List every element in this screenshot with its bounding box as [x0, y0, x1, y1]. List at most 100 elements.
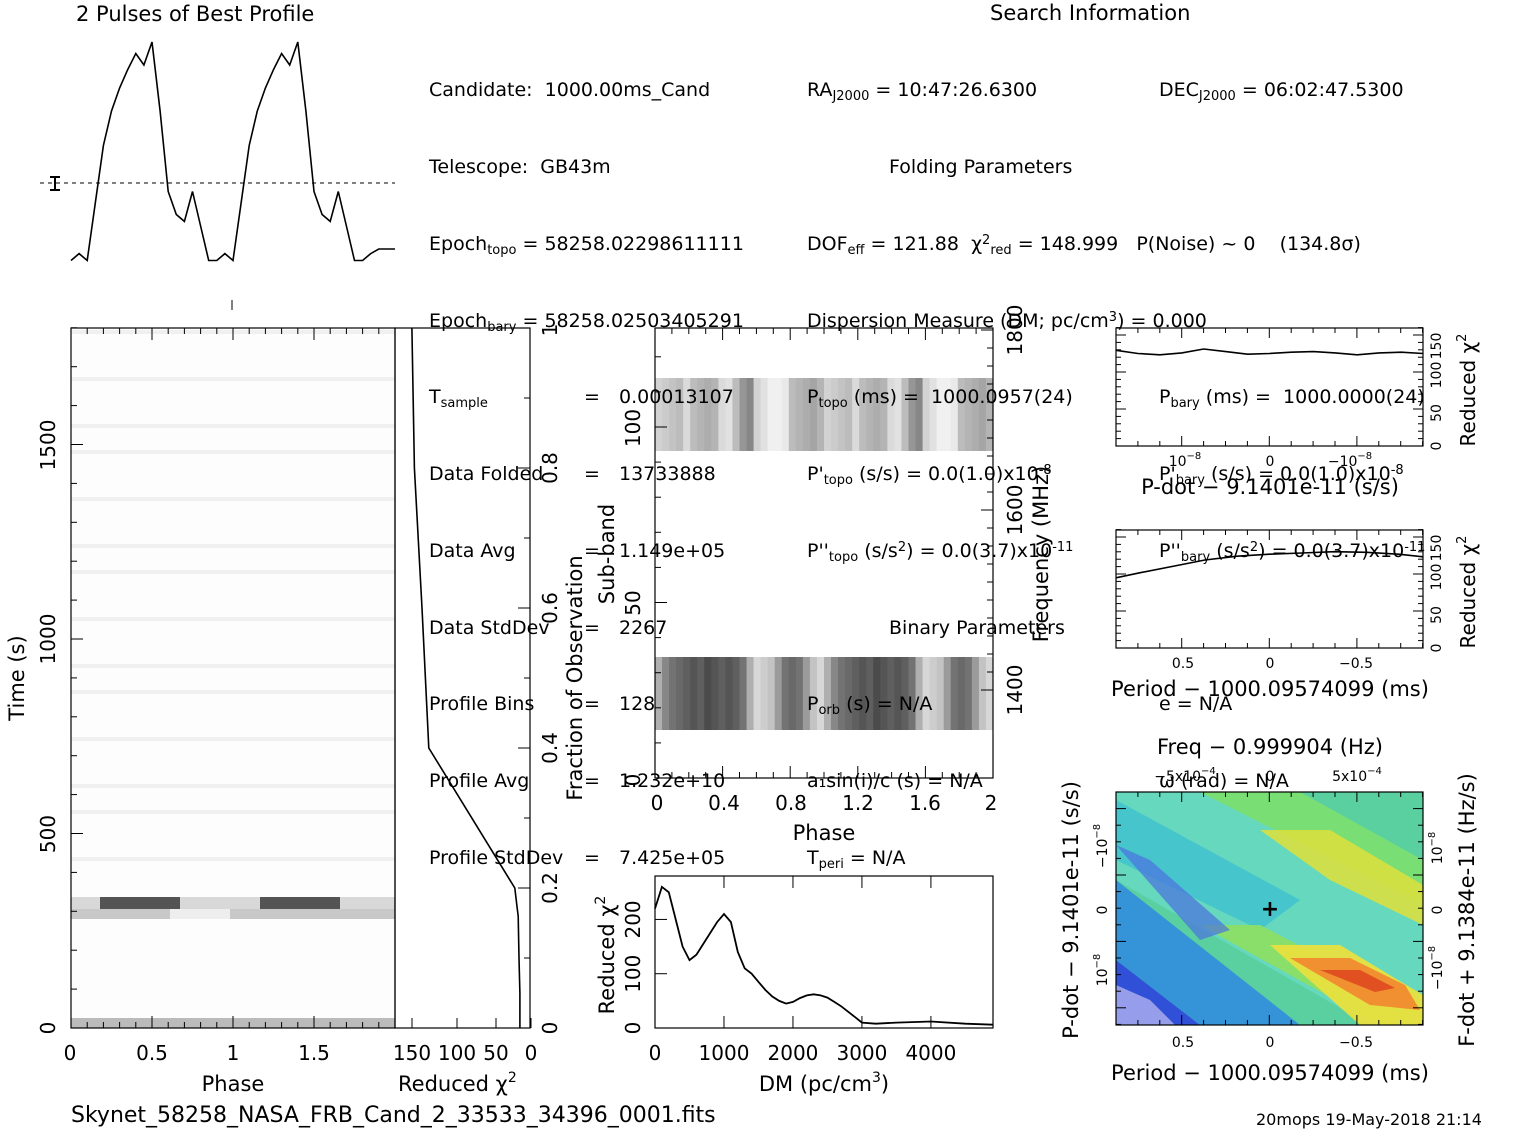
dm-xtick: 1000 — [699, 1041, 750, 1065]
subband-cell — [732, 378, 740, 451]
pd-xtick-0: 0 — [1266, 454, 1275, 470]
ct-ytick-5: 1 — [538, 324, 562, 337]
dm-curve — [654, 885, 994, 1026]
subband-cell — [936, 378, 945, 451]
dm-xtick: 0 — [649, 1041, 662, 1065]
subband-cell — [781, 657, 790, 730]
subband-cell — [873, 378, 881, 451]
info-data-avg: Data Avg = 1.149e+05 — [429, 539, 726, 562]
subband-cell — [908, 378, 917, 451]
sb-xlabel: Phase — [793, 821, 856, 845]
tp-ytick-0: 0 — [36, 1022, 60, 1035]
subband-cell — [718, 378, 726, 451]
per-xtick-1: 0 — [1266, 656, 1275, 672]
time-phase-stripe — [71, 690, 395, 694]
subband-cell — [950, 378, 959, 451]
subband-cell — [760, 378, 769, 451]
subband-cell — [950, 657, 959, 730]
ct-xtick-0: 0 — [525, 1041, 538, 1065]
pd-xlabel: P-dot − 9.1401e-11 (s/s) — [1141, 475, 1399, 499]
tp-ytick-3: 1500 — [36, 420, 60, 471]
subband-cell — [838, 378, 846, 451]
subband-cell — [662, 657, 670, 730]
pp-xtick-2: −0.5 — [1339, 1035, 1373, 1051]
time-phase-stripe — [71, 544, 395, 548]
per-ytick-50: 50 — [1429, 606, 1445, 624]
info-data-stddev: Data StdDev = 2267 — [429, 616, 668, 639]
subband-cell — [676, 378, 684, 451]
time-phase-plot: 0 0.5 1 1.5 Phase 0 500 1000 1500 Time (… — [5, 327, 396, 1096]
subband-cell — [943, 378, 952, 451]
pp-y2label: F-dot + 9.1384e-11 (Hz/s) — [1455, 773, 1479, 1047]
time-phase-stripe — [71, 570, 395, 574]
dm-chi2-plot: 0 1000 2000 3000 4000 0 100 200 DM (pc/cm3) Red… — [593, 875, 994, 1096]
info-period: Ptopo (ms) = 1000.0957(24) Pbary (ms) = 1… — [807, 386, 1425, 412]
time-phase-stripe — [71, 810, 395, 814]
tp-ylabel: Time (s) — [5, 635, 29, 721]
subband-cell — [887, 378, 895, 451]
per-ytick-0: 0 — [1429, 644, 1445, 653]
subband-cell — [753, 657, 762, 730]
subband-cell — [669, 657, 677, 730]
time-phase-stripe — [71, 617, 395, 621]
subband-cell — [957, 378, 966, 451]
subband-cell — [894, 378, 902, 451]
info-candidate: Candidate: 1000.00ms_Cand — [429, 79, 711, 102]
subband-cell — [852, 657, 860, 730]
footer-stamp: 20mops 19-May-2018 21:14 — [1256, 1110, 1482, 1129]
subband-cell — [873, 657, 881, 730]
sb-xtick-4: 1.6 — [909, 791, 941, 815]
subband-cell — [725, 657, 733, 730]
pp-x2tick-0: −5x10−4 — [1154, 766, 1216, 785]
subband-cell — [831, 378, 839, 451]
per-ytick-100: 100 — [1429, 564, 1445, 591]
per-xtick-2: −0.5 — [1339, 656, 1373, 672]
pd-ytick-0: 0 — [1429, 442, 1445, 451]
info-data-folded: Data Folded = 13733888 — [429, 463, 716, 486]
subband-cell — [985, 657, 994, 730]
subband-cell — [655, 378, 663, 451]
info-binary-title: Binary Parameters — [889, 616, 1065, 639]
dm-ylabel: Reduced χ2 — [593, 896, 619, 1015]
ct-ylabel: Fraction of Observation — [563, 555, 587, 800]
subband-cell — [788, 378, 797, 451]
info-pdot: P'topo (s/s) = 0.0(1.0)x10-8 P'bary (s/s)… — [807, 463, 1404, 489]
time-phase-stripe — [71, 424, 395, 428]
subband-cell — [971, 657, 980, 730]
per-xlabel: Period − 1000.09574099 (ms) — [1111, 677, 1429, 701]
pp-x2label: Freq − 0.999904 (Hz) — [1157, 735, 1383, 759]
subband-cell — [725, 378, 733, 451]
subband-cell — [880, 657, 888, 730]
subband-cell — [922, 657, 931, 730]
subband-cell — [767, 657, 776, 730]
per-ytick-150: 150 — [1429, 535, 1445, 562]
info-a1-omega: a₁sin(i)/c (s) = N/A ω (rad) = N/A — [807, 770, 1289, 793]
subband-cell — [809, 378, 818, 451]
dm-xtick: 2000 — [768, 1041, 819, 1065]
subband-cell — [704, 657, 712, 730]
sb-y2tick-1400: 1400 — [1003, 665, 1027, 716]
subband-cell — [774, 657, 783, 730]
subband-cell — [753, 378, 762, 451]
subband-cell — [746, 657, 755, 730]
subband-cell — [767, 378, 776, 451]
subband-cell — [887, 657, 895, 730]
pp-xtick-1: 0 — [1266, 1035, 1275, 1051]
subband-cell — [915, 378, 924, 451]
per-ylabel: Reduced χ2 — [1455, 536, 1480, 649]
subband-cell — [929, 378, 938, 451]
time-phase-stripe — [71, 450, 395, 454]
subband-cell — [788, 657, 797, 730]
subband-cell — [985, 378, 994, 451]
tp-ytick-1: 500 — [36, 815, 60, 853]
subband-cell — [697, 378, 705, 451]
subband-cell — [824, 657, 832, 730]
dm-xtick: 4000 — [905, 1041, 956, 1065]
dm-xlabel: DM (pc/cm3) — [759, 1070, 889, 1096]
tp-xtick-0: 0 — [64, 1041, 77, 1065]
tp-xtick-2: 1 — [227, 1041, 240, 1065]
time-phase-stripe — [71, 784, 395, 788]
pp-ytick-0: 0 — [1095, 906, 1111, 915]
pp-x2tick-2: 5x10−4 — [1332, 766, 1382, 785]
ct-ytick-0: 0 — [538, 1022, 562, 1035]
